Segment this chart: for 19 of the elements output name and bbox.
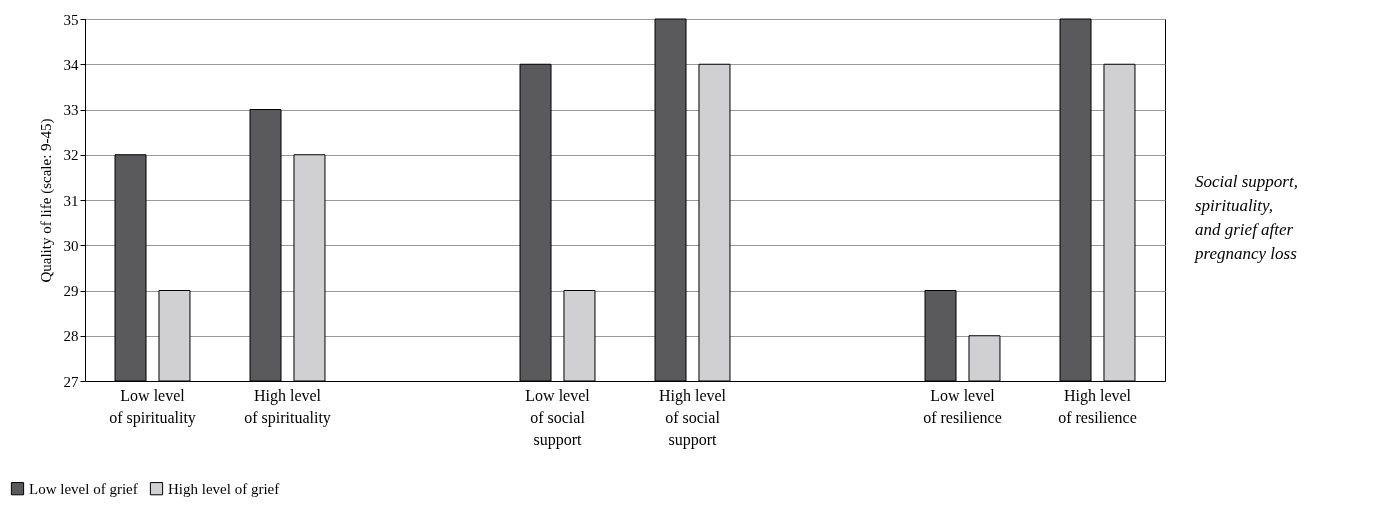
text: Social support, spirituality, and grief after pregnancy loss	[1194, 171, 1298, 263]
x-tick-label: Low level of spirituality	[109, 386, 196, 427]
y-axis-title: Quality of life (scale: 9-45)	[37, 118, 55, 283]
x-tick-label: High level of spirituality	[244, 386, 331, 427]
legend-label: High level of grief	[168, 480, 280, 497]
y-tick-label: 33	[63, 102, 79, 118]
y-tick-label: 32	[63, 147, 79, 164]
legend-label: Low level of grief	[29, 480, 138, 497]
x-tick-label: High level of social support	[658, 386, 727, 449]
y-tick-label: 29	[63, 283, 79, 299]
y-tick-label: 27	[63, 373, 79, 390]
y-tick-label: 35	[63, 11, 79, 28]
y-tick-label: 34	[63, 56, 79, 73]
y-tick-label: 30	[63, 237, 79, 254]
x-tick-label: Low level of social support	[525, 386, 591, 449]
y-tick-label: 31	[63, 192, 79, 209]
x-tick-label: High level of resilience	[1058, 386, 1137, 426]
x-tick-label: Low level of resilience	[923, 386, 1002, 426]
y-tick-label: 28	[63, 328, 79, 345]
